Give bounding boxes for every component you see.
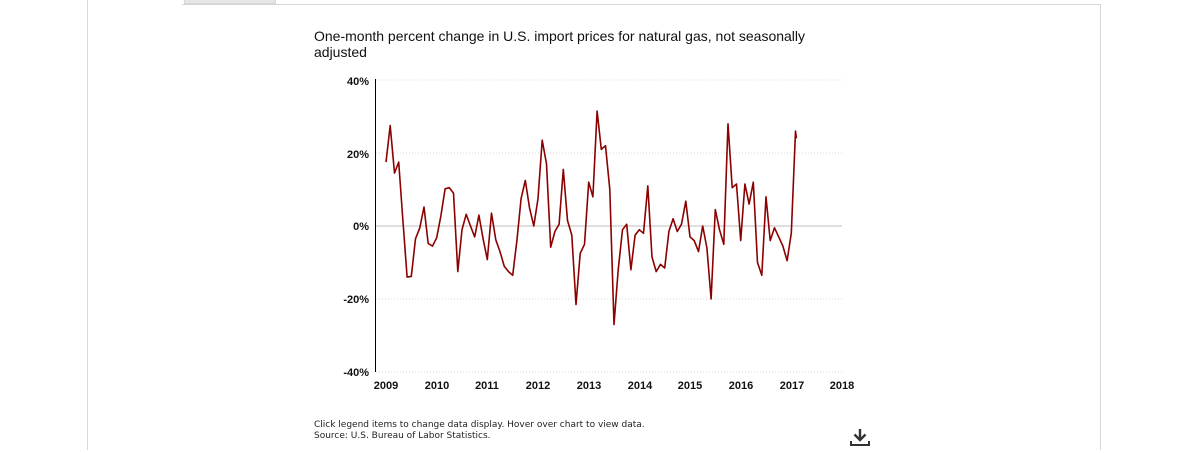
tab-stub[interactable] bbox=[184, 0, 276, 4]
x-tick-label: 2015 bbox=[678, 380, 702, 392]
x-tick-label: 2018 bbox=[830, 380, 854, 392]
y-axis-tick-labels: 40% 20% 0% -20% -40% bbox=[343, 76, 369, 379]
x-tick-label: 2017 bbox=[780, 380, 804, 392]
chart-footnote: Click legend items to change data displa… bbox=[314, 420, 645, 442]
download-icon bbox=[850, 429, 870, 446]
chart-panel bbox=[182, 4, 1101, 450]
x-tick-label: 2016 bbox=[729, 380, 753, 392]
x-tick-label: 2012 bbox=[526, 380, 550, 392]
y-tick-label: -20% bbox=[343, 294, 369, 306]
chart-title: One-month percent change in U.S. import … bbox=[314, 28, 806, 60]
x-tick-label: 2013 bbox=[577, 380, 601, 392]
instruction-text: Click legend items to change data displa… bbox=[314, 420, 645, 430]
y-tick-label: 0% bbox=[353, 221, 369, 233]
y-tick-label: -40% bbox=[343, 367, 369, 379]
x-tick-label: 2011 bbox=[475, 380, 499, 392]
series-layer bbox=[385, 110, 798, 326]
y-tick-label: 20% bbox=[347, 149, 369, 161]
page-frame-left-border bbox=[87, 0, 88, 450]
source-text: Source: U.S. Bureau of Labor Statistics. bbox=[314, 431, 491, 441]
x-tick-label: 2009 bbox=[374, 380, 398, 392]
x-axis-tick-labels: 2009 2010 2011 2012 2013 2014 2015 2016 … bbox=[374, 380, 854, 392]
x-tick-label: 2010 bbox=[425, 380, 449, 392]
download-button[interactable] bbox=[848, 426, 872, 448]
y-tick-label: 40% bbox=[347, 76, 369, 88]
x-tick-label: 2014 bbox=[628, 380, 653, 392]
series-line[interactable] bbox=[385, 110, 798, 326]
grid-lines bbox=[376, 79, 842, 373]
